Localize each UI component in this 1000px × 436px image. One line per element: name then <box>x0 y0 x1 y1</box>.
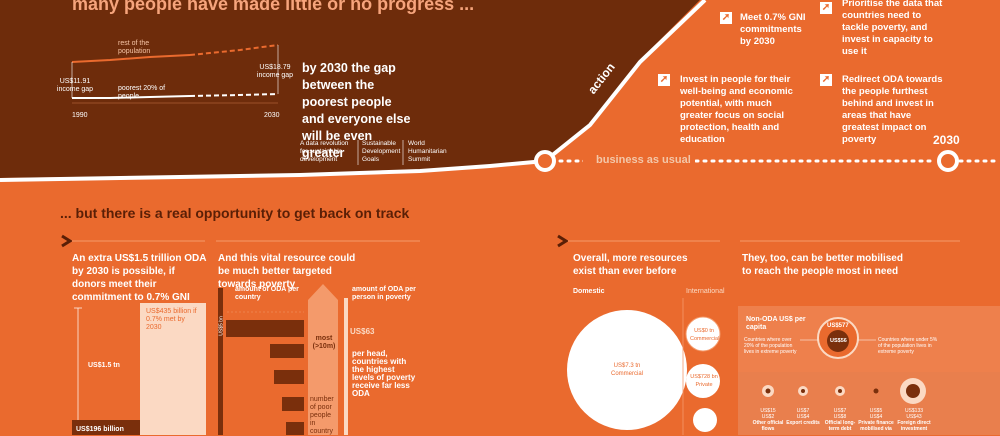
us63-label: US$63 <box>350 327 375 336</box>
top-headline: many people have made little or no progr… <box>72 0 475 14</box>
business-as-usual-label: business as usual <box>596 154 691 166</box>
col4-text: They, too, can be better mobilised to re… <box>742 253 903 277</box>
domestic-circle-label: US$7.3 tn Commercial <box>610 363 643 377</box>
flow-top: US$133 <box>904 408 924 414</box>
flow-top: US$5 <box>869 408 883 414</box>
flow-bottom: US$4 <box>869 414 883 420</box>
us577-label: US$577 <box>827 323 849 329</box>
poor-people-label: number of poor people in country <box>310 396 334 435</box>
col1-text: An extra US$1.5 trillion ODA by 2030 is … <box>72 253 207 303</box>
flow-bottom: US$43 <box>906 414 922 420</box>
flow-5: US$133 US$43 Foreign direct investment <box>893 408 935 432</box>
col2-text: And this vital resource could be much be… <box>218 253 356 290</box>
bar-196: US$196 billion <box>76 426 124 433</box>
flow-name: Private finance mobilised via <box>858 420 894 432</box>
flow-2: US$7 US$4 Export credits <box>785 408 821 426</box>
flow-bottom: US$4 <box>796 414 810 420</box>
action-item-2: Prioritise the data that countries need … <box>842 0 943 57</box>
intl-private-label: US$728 bn Private <box>690 374 718 388</box>
flow-top: US$7 <box>833 408 847 414</box>
source-3: World Humanitarian Summit <box>408 140 447 163</box>
poorest-label: poorest 20% of people <box>118 85 166 100</box>
axis-label: US$5 bn <box>218 316 225 336</box>
nonoda-right: Countries where under 5% of the populati… <box>878 337 938 355</box>
us63-text: per head, countries with the highest lev… <box>352 349 416 398</box>
flow-name: Foreign direct investment <box>897 420 931 432</box>
flow-4: US$5 US$4 Private finance mobilised via <box>856 408 896 432</box>
domestic-label: Domestic <box>573 288 605 295</box>
year-2030: 2030 <box>933 133 960 147</box>
arrow-icon: ➚ <box>820 74 832 86</box>
col3-text: Overall, more resources exist than ever … <box>573 253 688 277</box>
source-2: Sustainable Development Goals <box>362 140 401 163</box>
business-pill-bg <box>583 150 695 172</box>
rest-of-population-label: rest of the population <box>118 40 151 55</box>
bar-1-5tn: US$1.5 tn <box>88 362 120 369</box>
flow-1: US$15 US$2 Other official flows <box>750 408 786 432</box>
flow-name: Other official flows <box>752 420 784 432</box>
us56-label: US$56 <box>830 338 847 344</box>
most-label: most (>10m) <box>312 335 336 350</box>
flow-bottom: US$2 <box>761 414 775 420</box>
action-item-4: Redirect ODA towards the people furthest… <box>842 74 943 145</box>
action-item-1: Meet 0.7% GNI commitments by 2030 <box>740 12 806 47</box>
bar-435: US$435 billion if 0.7% met by 2030 <box>146 308 197 331</box>
section2-heading: ... but there is a real opportunity to g… <box>60 205 410 221</box>
flow-name: Export credits <box>786 420 820 426</box>
year-end: 2030 <box>264 112 280 119</box>
gap-text: by 2030 the gap between the poorest peop… <box>302 61 411 160</box>
flow-bottom: US$8 <box>833 414 847 420</box>
action-item-3: Invest in people for their well-being an… <box>680 74 793 145</box>
year-start: 1990 <box>72 112 88 119</box>
intl-commercial-label: US$0 tn Commercial <box>690 328 720 342</box>
flow-name: Official long-term debt <box>824 420 856 432</box>
arrow-icon: ➚ <box>820 2 832 14</box>
source-1: A data revolution for sustainable develo… <box>300 140 349 163</box>
legend-per-person: amount of ODA per person in poverty <box>352 286 416 301</box>
nonoda-title: Non-ODA US$ per capita <box>746 316 806 331</box>
flow-top: US$7 <box>796 408 810 414</box>
start-gap-label: US$11.91 income gap <box>56 78 94 93</box>
arrow-icon: ➚ <box>658 74 670 86</box>
end-gap-label: US$18.79 income gap <box>256 64 294 79</box>
flow-3: US$7 US$8 Official long-term debt <box>822 408 858 432</box>
flow-top: US$15 <box>760 408 776 414</box>
legend-per-country: amount of ODA per country <box>235 286 299 301</box>
arrow-icon: ➚ <box>720 12 732 24</box>
international-label: International <box>686 288 725 295</box>
nonoda-left: Countries where over 20% of the populati… <box>744 337 797 355</box>
